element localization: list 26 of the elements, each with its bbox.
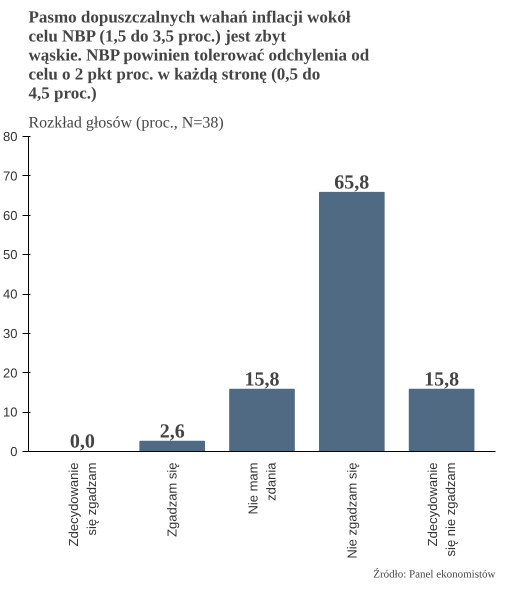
y-tick-label: 30 [3, 326, 18, 341]
data-label: 15,8 [244, 368, 280, 390]
x-tick-label: Nie mam zdania [246, 462, 278, 515]
bar [318, 192, 385, 452]
y-tick-label: 10 [3, 404, 18, 420]
x-tick-label: Zdecydowanie się zgadzam [66, 462, 99, 546]
text: Źródło: Panel ekonomistów [373, 568, 496, 580]
data-label: 2,6 [160, 420, 185, 442]
chart-title: Pasmo dopuszczalnych wahań inflacji wokół celu NBP (1,5 do 3,5 proc.) jest zbyt wąskie. NBP powinien tolerować odchylenia od celu o 2 pkt proc. w każdą stronę (0,5 do 4,5 proc.) [28, 8, 370, 102]
y-tick-label: 20 [3, 365, 18, 380]
bar [139, 440, 206, 452]
data-label: 65,8 [334, 171, 370, 194]
y-tick-label: 50 [3, 247, 18, 262]
y-tick-label: 60 [3, 208, 18, 223]
y-tick-label: 0 [10, 444, 18, 459]
bar [229, 388, 295, 452]
chart-subtitle: Rozkład głosów (proc., N=38) [28, 114, 224, 132]
x-tick-label: Zgadzam się [164, 462, 180, 537]
x-tick-label: Zdecydowanie się nie zgadzam [425, 462, 458, 556]
data-label: 15,8 [424, 368, 460, 390]
y-tick-label: 40 [3, 286, 18, 302]
x-tick-label: Nie zgadzam się [344, 462, 360, 559]
y-tick-label: 80 [3, 129, 18, 144]
y-tick-label: 70 [3, 168, 18, 184]
bar [408, 388, 474, 452]
data-label: 0,0 [70, 430, 95, 452]
